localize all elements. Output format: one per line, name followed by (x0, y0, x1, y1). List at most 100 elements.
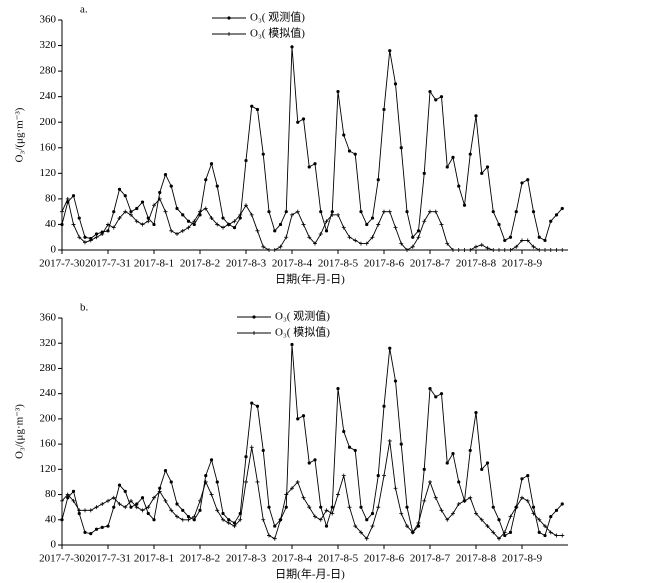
series-line (61, 344, 563, 537)
marker (387, 209, 392, 214)
marker (514, 505, 519, 510)
marker (554, 508, 559, 512)
series-line (61, 197, 563, 251)
marker (296, 417, 300, 421)
marker (244, 158, 248, 163)
marker (100, 525, 104, 529)
marker (83, 530, 87, 534)
marker (341, 225, 346, 230)
marker (549, 219, 553, 223)
marker (169, 508, 174, 513)
marker (405, 210, 409, 214)
marker (393, 82, 398, 86)
marker (60, 209, 64, 214)
marker (393, 486, 398, 491)
marker (330, 511, 335, 516)
marker (439, 222, 444, 227)
marker (250, 104, 254, 108)
marker (232, 226, 237, 230)
marker (445, 241, 450, 246)
marker (560, 533, 565, 538)
marker (272, 248, 277, 252)
marker (123, 489, 127, 494)
marker (169, 228, 174, 233)
marker (65, 492, 70, 497)
marker (238, 517, 243, 522)
x-tick-label: 2017-8-9 (502, 553, 543, 565)
marker (186, 517, 191, 522)
marker (60, 498, 64, 503)
marker (359, 210, 363, 214)
marker (169, 480, 173, 484)
marker (123, 505, 128, 510)
marker (457, 184, 461, 188)
marker (290, 212, 294, 217)
marker (244, 479, 248, 484)
marker (227, 16, 231, 20)
x-tick-label: 2017-7-30 (39, 258, 85, 270)
legend-label: O₃( 模拟值) (250, 26, 305, 40)
panel-title: b. (80, 302, 89, 314)
marker (428, 209, 432, 214)
marker (163, 209, 168, 214)
marker (554, 213, 559, 217)
marker (238, 212, 243, 217)
marker (94, 527, 99, 531)
y-tick-label: 80 (45, 488, 57, 500)
marker (244, 455, 248, 459)
marker (301, 222, 306, 227)
marker (347, 505, 352, 510)
marker (399, 442, 403, 446)
marker (376, 474, 380, 478)
marker (502, 530, 507, 535)
marker (77, 508, 82, 513)
marker (71, 498, 76, 503)
marker (474, 511, 478, 516)
marker (468, 248, 473, 252)
marker (198, 213, 202, 217)
marker (186, 219, 191, 223)
marker (514, 210, 518, 214)
marker (439, 508, 444, 513)
marker (382, 404, 386, 408)
marker (157, 489, 162, 494)
marker (560, 248, 565, 252)
marker (117, 187, 122, 191)
marker (252, 331, 256, 335)
marker (324, 219, 329, 224)
marker (405, 248, 409, 252)
marker (111, 225, 116, 230)
marker (290, 45, 294, 49)
marker (439, 95, 444, 99)
marker (272, 536, 277, 541)
marker (152, 495, 156, 500)
panel-title: a. (80, 4, 88, 16)
marker (485, 246, 490, 251)
marker (480, 171, 484, 175)
x-tick-label: 2017-8-2 (180, 258, 220, 270)
marker (359, 241, 363, 246)
marker (158, 190, 162, 195)
y-tick-label: 320 (40, 39, 57, 51)
marker (249, 445, 254, 450)
marker (525, 498, 530, 503)
x-tick-label: 2017-8-7 (410, 258, 451, 270)
marker (227, 518, 231, 522)
marker (284, 235, 289, 240)
marker (319, 210, 323, 214)
marker (485, 165, 490, 169)
marker (531, 210, 536, 214)
marker (215, 508, 220, 513)
y-tick-label: 280 (40, 65, 57, 77)
marker (163, 468, 168, 473)
marker (347, 235, 352, 240)
marker (204, 178, 208, 182)
marker (226, 222, 231, 227)
marker (399, 511, 404, 516)
x-tick-label: 2017-8-4 (272, 258, 313, 270)
marker (117, 483, 122, 487)
marker (146, 219, 151, 224)
marker (278, 517, 283, 522)
marker (267, 505, 271, 509)
marker (474, 114, 478, 118)
